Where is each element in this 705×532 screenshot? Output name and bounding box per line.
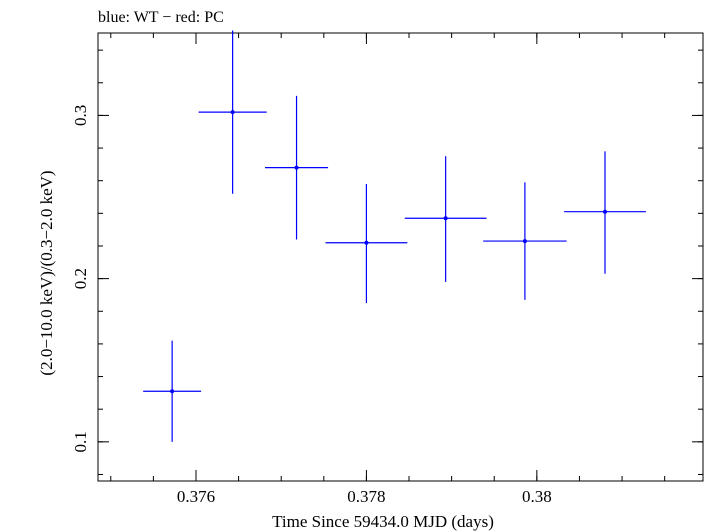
data-point (564, 151, 646, 274)
y-tick-label: 0.1 (71, 431, 90, 452)
data-marker (230, 110, 235, 115)
x-tick-label: 0.376 (177, 487, 215, 506)
x-tick-label: 0.378 (347, 487, 385, 506)
data-point (404, 156, 487, 282)
data-point (483, 182, 567, 300)
x-axis-tick-labels: 0.376 0.378 0.38 (177, 487, 552, 506)
plot-frame (97, 32, 704, 482)
y-tick-label: 0.2 (71, 268, 90, 289)
data-marker (364, 240, 369, 245)
x-tick-label: 0.38 (522, 487, 552, 506)
y-axis-tick-labels: 0.1 0.2 0.3 (71, 105, 90, 453)
data-marker (522, 239, 527, 244)
data-marker (603, 209, 608, 214)
data-marker (443, 216, 448, 221)
x-axis-label: Time Since 59434.0 MJD (days) (272, 512, 494, 531)
data-point (325, 183, 408, 304)
data-marker (294, 165, 299, 170)
y-axis-ticks (98, 49, 703, 475)
chart-title: blue: WT − red: PC (98, 9, 224, 26)
data-point (143, 340, 202, 442)
y-tick-label: 0.3 (71, 105, 90, 126)
y-axis-label: (2.0−10.0 keV)/(0.3−2.0 keV) (37, 170, 56, 375)
data-series (143, 30, 646, 442)
data-marker (170, 389, 175, 394)
data-point (198, 30, 267, 194)
data-point (265, 95, 329, 240)
x-axis-ticks (110, 33, 666, 481)
